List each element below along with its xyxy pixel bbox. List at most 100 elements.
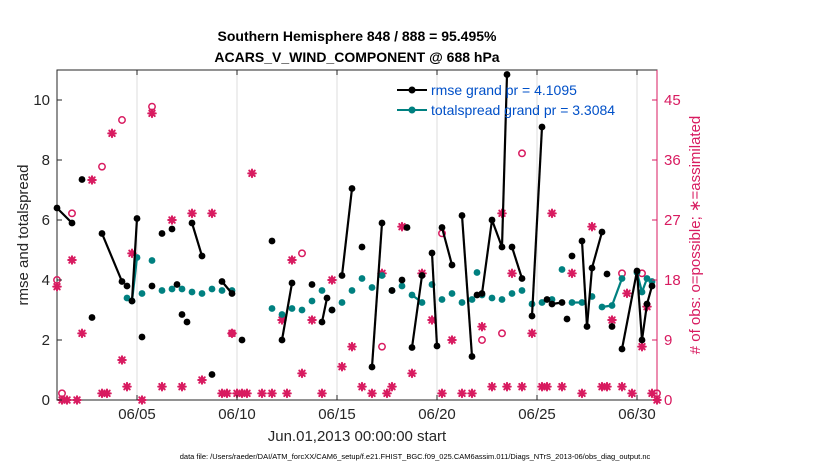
obs-possible-point [68,209,76,218]
obs-possible-point [98,162,106,171]
rmse-point [578,237,586,245]
rmse-point [543,296,551,303]
right-tick-label: 36 [664,152,681,169]
obs-assimilated-point [137,395,147,405]
rmse-point [418,272,426,279]
obs-assimilated-point [602,381,612,392]
obs-assimilated-point [387,381,397,392]
right-tick-label: 45 [664,92,681,109]
obs-assimilated-star [507,268,517,279]
obs-assimilated-star [147,108,157,119]
rmse-point [323,294,331,302]
obs-assimilated-star [222,388,232,399]
obs-assimilated-point [397,221,407,232]
obs-assimilated-point [282,388,292,399]
totalspread-point [318,287,326,294]
obs-assimilated-star [542,381,552,392]
right-tick-label: 9 [664,332,672,349]
rmse-point [388,287,396,294]
rmse-point [288,279,296,287]
totalspread-point [378,272,386,279]
obs-assimilated-point [307,315,317,325]
obs-assimilated-star [277,315,287,325]
rmse-line-segment [640,303,649,341]
obs-assimilated-point [147,108,157,119]
obs-assimilated-point [327,275,337,285]
obs-assimilated-star [307,315,317,325]
series-layer [52,71,662,405]
obs-assimilated-star [617,381,627,392]
totalspread-point [298,306,306,314]
obs-assimilated-point [97,388,107,399]
rmse-point [508,243,516,251]
obs-assimilated-star [607,315,617,325]
obs-possible-point [378,342,386,351]
obs-assimilated-star [267,388,277,399]
rmse-line-segment [500,74,509,248]
totalspread-point [568,299,576,306]
rmse-point [328,306,336,314]
obs-assimilated-star [157,381,167,392]
obs-assimilated-star [97,388,107,399]
totalspread-point [268,305,276,312]
rmse-point [503,71,511,78]
rmse-point [563,315,571,323]
obs-assimilated-star [382,388,392,399]
obs-assimilated-point [227,328,237,339]
obs-assimilated-star [527,328,537,339]
obs-assimilated-point [167,215,177,225]
obs-assimilated-point [597,381,607,392]
totalspread-point [438,296,446,303]
obs-possible-point [478,336,486,344]
rmse-point [123,282,131,290]
obs-assimilated-point [67,255,77,265]
totalspread-point [408,291,416,299]
ticks-layer: 06/05 06/10 06/15 06/20 06/25 06/30 0 2 4 6 8 10 0 9 1… [33,70,681,423]
rmse-line-segment [440,227,454,266]
data-file-footnote: data file: /Users/raeder/DAI/ATM_forcXX/… [180,452,651,461]
obs-assimilated-point [87,175,97,185]
obs-assimilated-point [267,388,277,399]
totalspread-point [368,284,376,291]
totalspread-point [598,303,606,311]
totalspread-point [398,282,406,290]
totalspread-point [608,302,616,309]
obs-assimilated-star [287,255,297,265]
totalspread-point [148,257,156,264]
rmse-point [378,219,386,227]
obs-assimilated-star [397,221,407,232]
left-tick-label: 8 [42,152,50,169]
obs-assimilated-star [502,381,512,392]
obs-assimilated-star [102,388,112,399]
rmse-point [198,252,206,260]
rmse-point [338,272,346,279]
right-axis-label: # of obs: o=possible; ∗=assimilated [687,116,704,355]
rmse-line-segment [190,222,204,257]
totalspread-point [638,288,646,296]
obs-assimilated-star [367,388,377,399]
rmse-point [468,353,476,360]
obs-assimilated-star [577,388,587,399]
obs-assimilated-point [627,388,637,399]
totalspread-point [168,285,176,293]
rmse-line-segment [280,282,294,341]
obs-assimilated-point [257,388,267,399]
right-tick-label: 0 [664,392,672,409]
totalspread-point [578,299,586,306]
obs-assimilated-point [287,255,297,265]
rmse-point [568,252,576,260]
totalspread-point [138,290,146,297]
rmse-point [488,216,496,224]
obs-assimilated-point [357,381,367,392]
rmse-point [428,249,436,257]
rmse-point [228,290,236,297]
totalspread-point [123,294,131,302]
obs-assimilated-point [427,315,437,325]
rmse-point [538,123,546,131]
obs-assimilated-point [477,321,487,332]
obs-assimilated-point [557,381,567,392]
obs-assimilated-point [437,388,447,399]
obs-assimilated-star [447,335,457,345]
obs-assimilated-point [457,388,467,399]
obs-assimilated-point [317,388,327,399]
